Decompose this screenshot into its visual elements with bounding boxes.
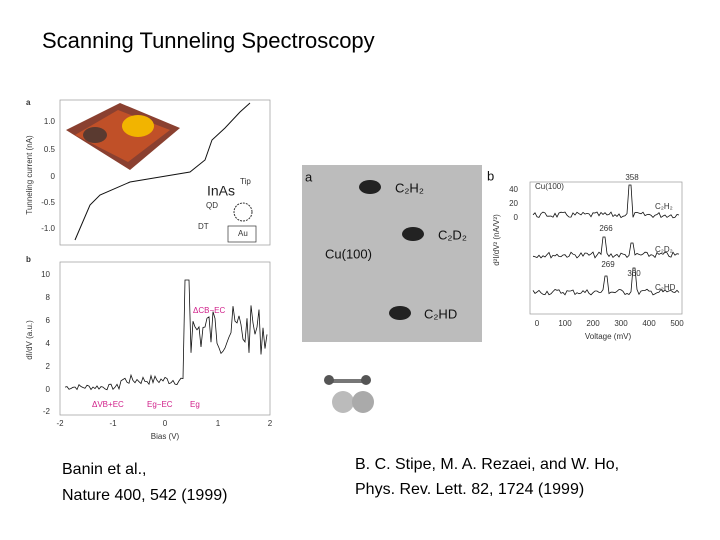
peak-label: 360 xyxy=(627,269,641,278)
molecule-blob xyxy=(359,180,381,194)
molecule-model xyxy=(332,391,354,413)
y-tick-label: 4 xyxy=(46,339,51,348)
y-tick-label: 6 xyxy=(46,316,51,325)
iv-curve xyxy=(74,102,251,241)
y-tick-label: -2 xyxy=(43,407,51,416)
spectrum xyxy=(532,184,680,219)
y-axis-label: d²I/dV² (nA/V²) xyxy=(492,214,501,266)
caption: Phys. Rev. Lett. 82, 1724 (1999) xyxy=(355,481,584,498)
y-tick-label: 0.5 xyxy=(44,145,56,154)
inset-shade xyxy=(83,127,107,143)
y-tick-label: 2 xyxy=(46,362,51,371)
panel-frame xyxy=(59,99,271,246)
caption: Nature 400, 542 (1999) xyxy=(62,487,227,504)
x-tick-label: 400 xyxy=(642,319,656,328)
spectrum xyxy=(532,267,680,296)
molecule-label: C₂H₂ xyxy=(395,180,424,195)
x-tick-label: 2 xyxy=(268,419,273,428)
x-tick-label: -1 xyxy=(109,419,117,428)
y-tick-label: 1.0 xyxy=(44,117,56,126)
annotation: ΔCB−EC xyxy=(193,306,225,315)
panel-frame xyxy=(59,261,271,416)
x-tick-label: 100 xyxy=(558,319,572,328)
panel-title: Cu(100) xyxy=(535,182,564,191)
annotation: Tip xyxy=(240,177,251,186)
x-tick-label: 500 xyxy=(670,319,684,328)
x-tick-label: 200 xyxy=(586,319,600,328)
x-axis-label: Bias (V) xyxy=(151,432,180,441)
molecule-atom xyxy=(361,375,371,385)
y-tick-label: 40 xyxy=(509,185,518,194)
trace-label: C₂HD xyxy=(655,283,676,292)
annotation: DT xyxy=(198,222,209,231)
x-tick-label: 300 xyxy=(614,319,628,328)
caption: B. C. Stipe, M. A. Rezaei, and W. Ho, xyxy=(355,456,619,473)
molecule-blob xyxy=(402,227,424,241)
trace-label: C₂D₂ xyxy=(655,245,673,254)
left-figure: a Tunneling current (nA) 1.0 0.5 0 -0.5 … xyxy=(25,98,273,504)
molecule-atom xyxy=(324,375,334,385)
qd-sketch xyxy=(233,202,253,222)
annotation: ΔVB+EC xyxy=(92,400,124,409)
y-tick-label: -0.5 xyxy=(41,198,55,207)
annotation: Eg xyxy=(190,400,200,409)
x-axis-label: Voltage (mV) xyxy=(585,332,632,341)
molecule-label: C₂D₂ xyxy=(438,227,467,242)
peak-label: 269 xyxy=(601,260,615,269)
slide-title: Scanning Tunneling Spectroscopy xyxy=(42,28,375,53)
y-axis-label: Tunneling current (nA) xyxy=(25,135,34,215)
caption: Banin et al., xyxy=(62,461,147,478)
panel-frame xyxy=(529,181,683,315)
right-figure: a C₂H₂ C₂D₂ Cu(100) C₂HD b Cu(100) 40 20… xyxy=(302,165,684,498)
surface-label: Cu(100) xyxy=(325,246,372,261)
y-axis-label: dI/dV (a.u.) xyxy=(25,320,34,360)
annotation: InAs xyxy=(207,183,235,199)
annotation: Au xyxy=(238,229,248,238)
molecule-model xyxy=(352,391,374,413)
spectrum xyxy=(532,236,680,259)
x-tick-label: 1 xyxy=(216,419,221,428)
quantum-dot xyxy=(122,115,154,137)
annotation: Eg−EC xyxy=(147,400,173,409)
y-tick-label: 0 xyxy=(514,213,519,222)
x-tick-label: 0 xyxy=(163,419,168,428)
y-tick-label: 8 xyxy=(46,293,51,302)
x-tick-label: -2 xyxy=(56,419,64,428)
y-tick-label: 10 xyxy=(41,270,50,279)
panel-label: a xyxy=(26,98,31,107)
molecule-label: C₂HD xyxy=(424,306,457,321)
au-sketch xyxy=(227,225,257,243)
y-tick-label: -1.0 xyxy=(41,224,55,233)
panel-label: b xyxy=(26,255,31,264)
x-tick-label: 0 xyxy=(535,319,540,328)
peak-label: 358 xyxy=(625,173,639,182)
panel-label: b xyxy=(487,168,494,183)
y-tick-label: 20 xyxy=(509,199,518,208)
y-tick-label: 0 xyxy=(51,172,56,181)
y-tick-label: 0 xyxy=(46,385,51,394)
annotation: QD xyxy=(206,201,218,210)
peak-label: 266 xyxy=(599,224,613,233)
panel-label: a xyxy=(305,169,313,184)
didv-curve xyxy=(64,279,268,391)
trace-label: C₂H₂ xyxy=(655,202,673,211)
molecule-blob xyxy=(389,306,411,320)
